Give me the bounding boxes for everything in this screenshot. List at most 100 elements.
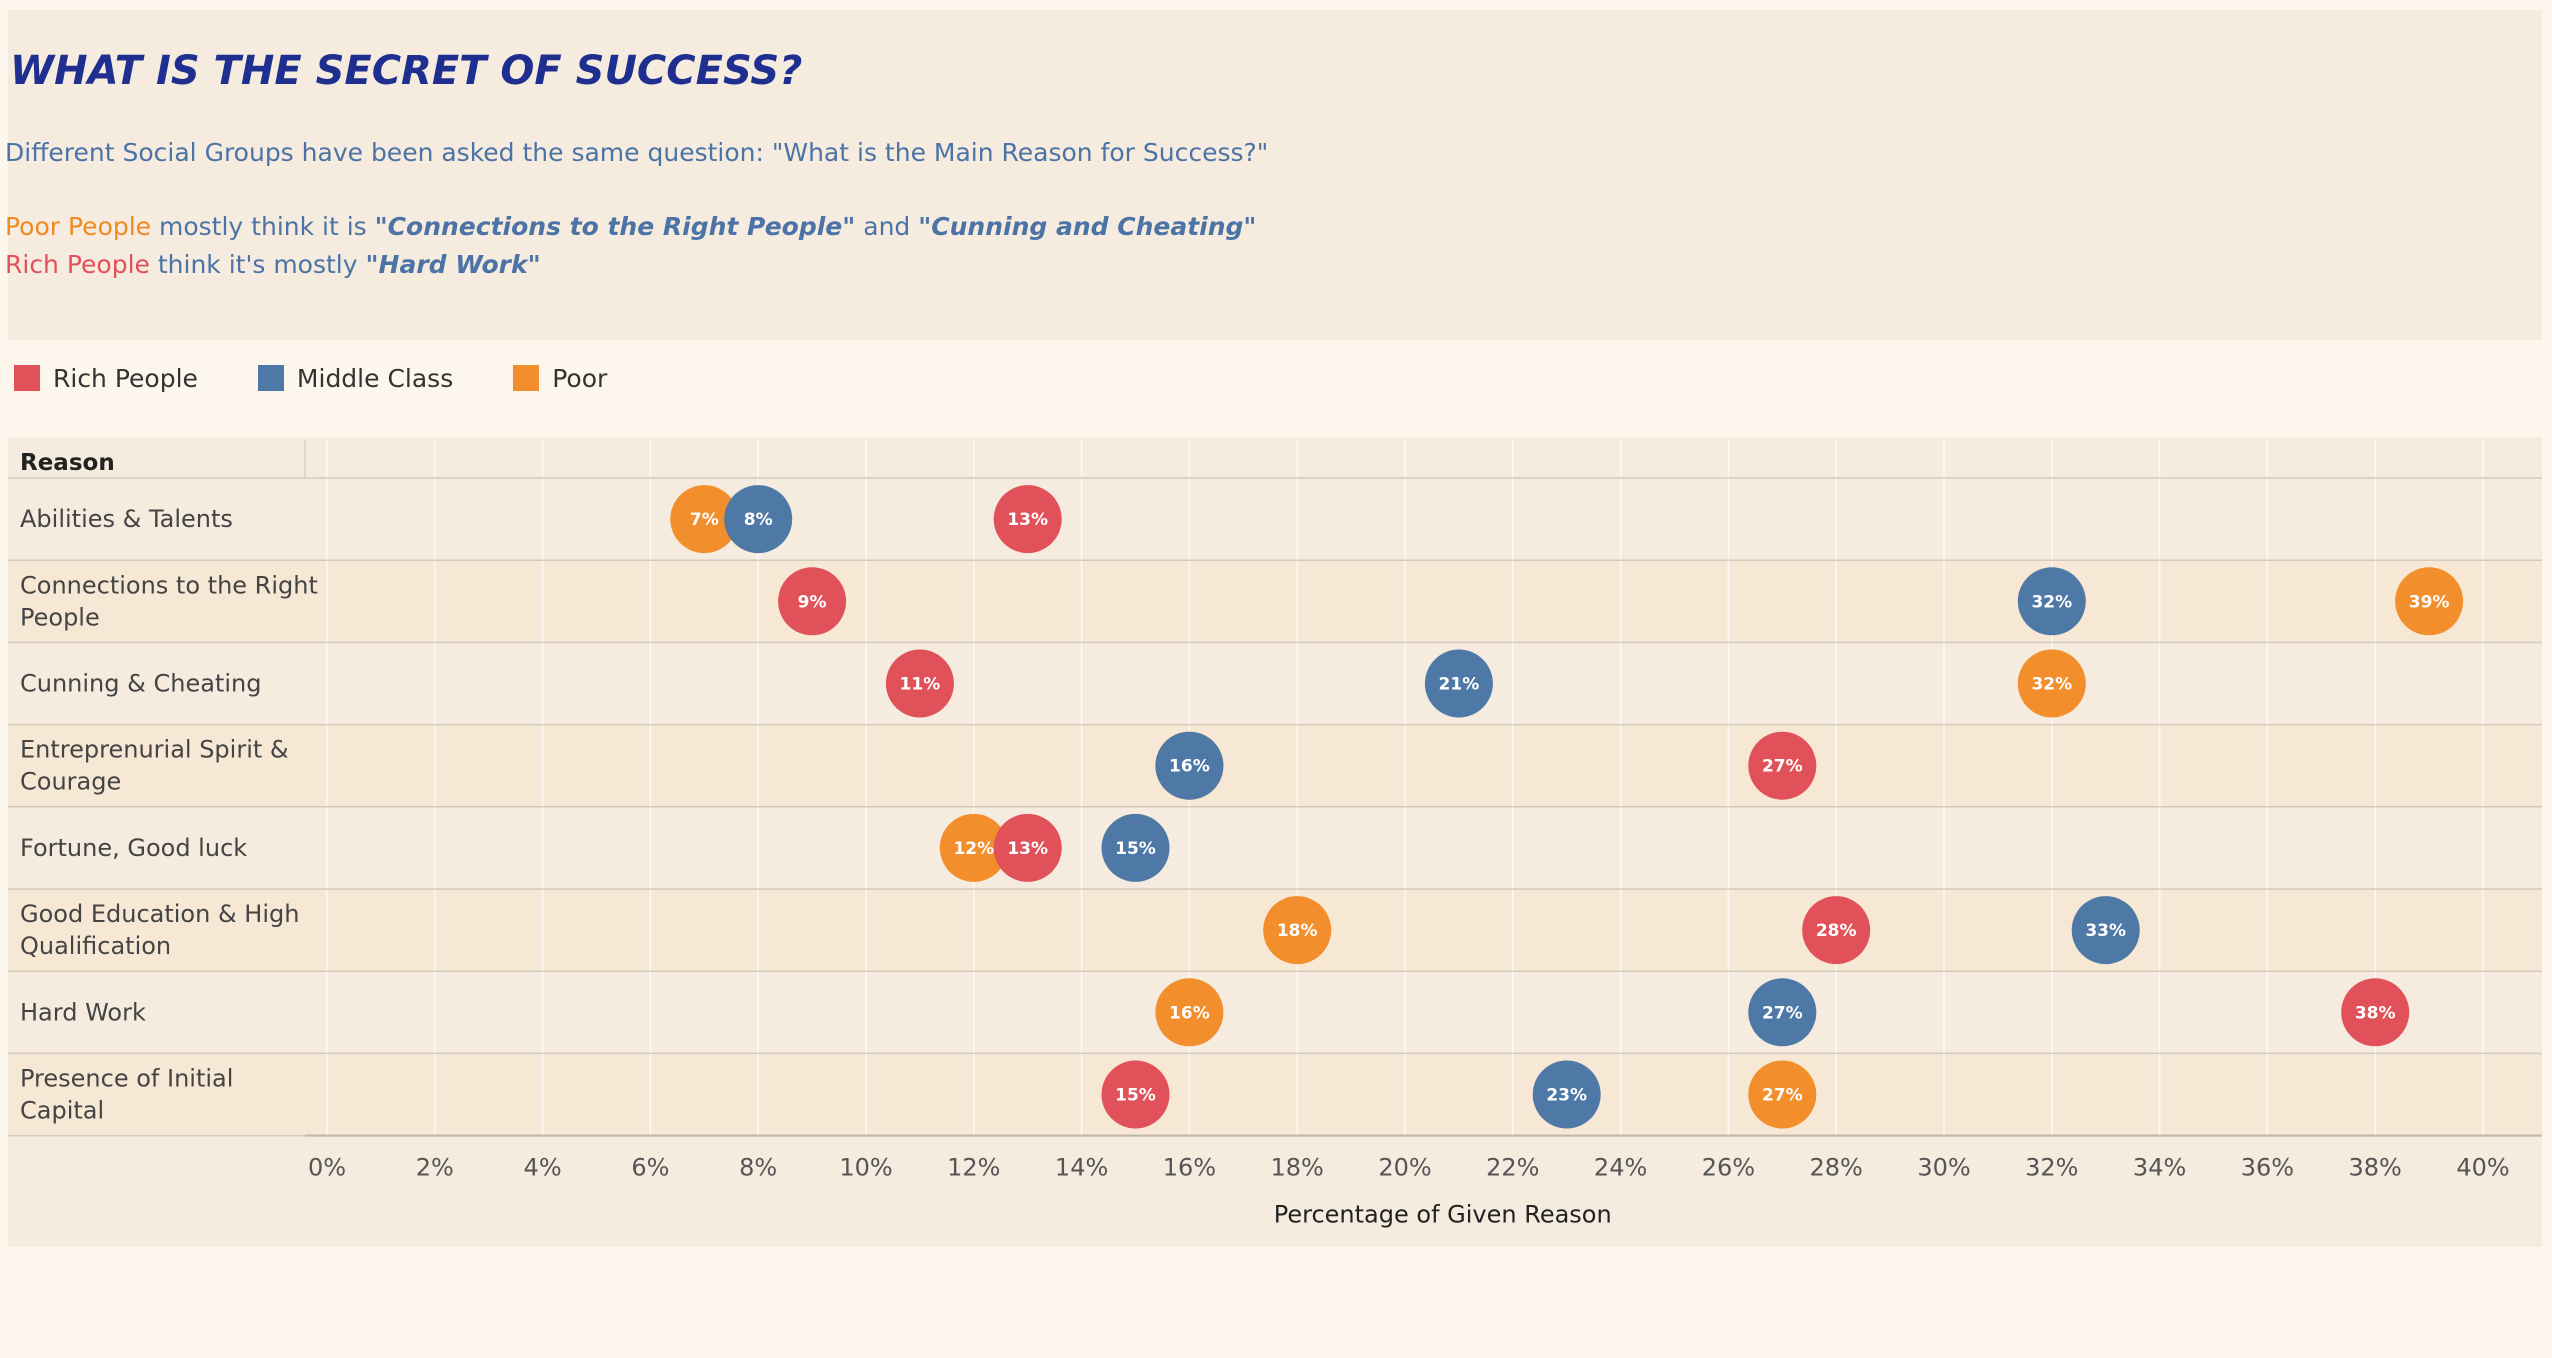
data-point[interactable] <box>778 567 847 636</box>
header-panel <box>8 10 2542 340</box>
data-point[interactable] <box>1263 896 1332 965</box>
data-point[interactable] <box>724 485 793 554</box>
x-tick-label: 6% <box>631 1154 669 1182</box>
row-band <box>8 971 2542 1054</box>
data-point[interactable] <box>2341 978 2410 1047</box>
x-tick-label: 38% <box>2349 1154 2402 1182</box>
data-point[interactable] <box>1101 1060 1170 1129</box>
x-tick-label: 32% <box>2025 1154 2078 1182</box>
x-tick-label: 18% <box>1271 1154 1324 1182</box>
legend-swatch-middle <box>257 365 284 391</box>
data-point[interactable] <box>993 485 1062 554</box>
data-point[interactable] <box>885 649 954 718</box>
data-label: 27% <box>1762 1086 1803 1106</box>
data-label: 27% <box>1762 1003 1803 1023</box>
legend-item-poor[interactable]: Poor <box>513 364 607 393</box>
data-label: 9% <box>798 592 827 612</box>
x-tick-label: 36% <box>2241 1154 2294 1182</box>
x-tick-label: 30% <box>1917 1154 1970 1182</box>
category-label: Entreprenurial Spirit & Courage <box>20 736 289 796</box>
data-point[interactable] <box>2017 649 2086 718</box>
category-label: Presence of Initial Capital <box>20 1065 233 1125</box>
legend-label-poor: Poor <box>552 363 608 393</box>
data-label: 16% <box>1169 1003 1210 1023</box>
category-label: Abilities & Talents <box>20 505 233 533</box>
category-label: Cunning & Cheating <box>20 670 261 698</box>
data-point[interactable] <box>993 813 1062 882</box>
row-band <box>8 642 2542 725</box>
page-subtitle: Different Social Groups have been asked … <box>5 138 1269 167</box>
row-header-label: Reason <box>20 450 115 476</box>
x-tick-label: 34% <box>2133 1154 2186 1182</box>
data-point[interactable] <box>1101 813 1170 882</box>
data-label: 7% <box>690 510 719 530</box>
page-title: WHAT IS THE SECRET OF SUCCESS? <box>10 48 803 94</box>
category-label: Fortune, Good luck <box>20 834 247 862</box>
data-point[interactable] <box>939 813 1008 882</box>
data-point[interactable] <box>1532 1060 1601 1129</box>
data-label: 12% <box>953 839 994 859</box>
x-tick-label: 4% <box>524 1154 562 1182</box>
poor-summary-text-a: mostly think it is <box>151 212 375 241</box>
category-label: Connections to the Right People <box>20 571 318 631</box>
x-tick-label: 28% <box>1810 1154 1863 1182</box>
x-tick-label: 20% <box>1378 1154 1431 1182</box>
data-point[interactable] <box>1748 1060 1817 1129</box>
data-label: 38% <box>2355 1003 2396 1023</box>
category-label: Good Education & High Qualification <box>20 900 299 960</box>
row-band <box>8 560 2542 643</box>
data-label: 18% <box>1277 921 1318 941</box>
poor-summary-text-b: and <box>855 212 919 241</box>
rich-quote-a: "Hard Work" <box>365 250 541 279</box>
x-tick-label: 2% <box>416 1154 454 1182</box>
x-tick-label: 12% <box>947 1154 1000 1182</box>
legend: Rich People Middle Class Poor <box>14 362 667 394</box>
poor-quote-a: "Connections to the Right People" <box>374 212 856 241</box>
rich-group-label: Rich People <box>5 250 150 279</box>
x-tick-label: 0% <box>308 1154 346 1182</box>
data-label: 8% <box>744 510 773 530</box>
category-label: Hard Work <box>20 998 146 1026</box>
x-tick-label: 8% <box>739 1154 777 1182</box>
x-tick-label: 40% <box>2456 1154 2509 1182</box>
x-tick-label: 10% <box>839 1154 892 1182</box>
poor-summary-line: Poor People mostly think it is "Connecti… <box>5 212 1256 241</box>
data-point[interactable] <box>1155 978 1224 1047</box>
legend-swatch-rich <box>14 365 40 391</box>
legend-item-rich[interactable]: Rich People <box>14 364 198 393</box>
data-point[interactable] <box>1748 978 1817 1047</box>
data-point[interactable] <box>2017 567 2086 636</box>
rich-summary-line: Rich People think it's mostly "Hard Work… <box>5 250 541 279</box>
legend-swatch-poor <box>513 365 540 391</box>
row-band <box>8 724 2542 807</box>
rich-summary-text-a: think it's mostly <box>149 250 366 279</box>
x-tick-label: 24% <box>1594 1154 1647 1182</box>
data-point[interactable] <box>1748 731 1817 800</box>
data-point[interactable] <box>1424 649 1493 718</box>
data-point[interactable] <box>1802 896 1871 965</box>
poor-quote-b: "Cunning and Cheating" <box>918 212 1257 241</box>
legend-label-rich: Rich People <box>53 363 198 393</box>
data-point[interactable] <box>670 485 739 554</box>
data-label: 32% <box>2031 592 2072 612</box>
x-tick-label: 22% <box>1486 1154 1539 1182</box>
x-axis-title: Percentage of Given Reason <box>1274 1201 1612 1229</box>
data-point[interactable] <box>2395 567 2464 636</box>
legend-label-middle: Middle Class <box>296 363 454 393</box>
row-band <box>8 1053 2542 1136</box>
legend-item-middle[interactable]: Middle Class <box>257 363 454 393</box>
data-label: 15% <box>1115 1086 1156 1106</box>
row-band <box>8 806 2542 889</box>
data-label: 28% <box>1816 921 1857 941</box>
data-point[interactable] <box>2071 896 2140 965</box>
data-point[interactable] <box>1155 731 1224 800</box>
data-label: 33% <box>2085 921 2126 941</box>
x-tick-label: 26% <box>1702 1154 1755 1182</box>
x-tick-label: 14% <box>1055 1154 1108 1182</box>
data-label: 15% <box>1115 839 1156 859</box>
data-label: 32% <box>2031 675 2072 695</box>
data-label: 16% <box>1169 757 1210 777</box>
data-label: 27% <box>1762 757 1803 777</box>
x-tick-label: 16% <box>1163 1154 1216 1182</box>
